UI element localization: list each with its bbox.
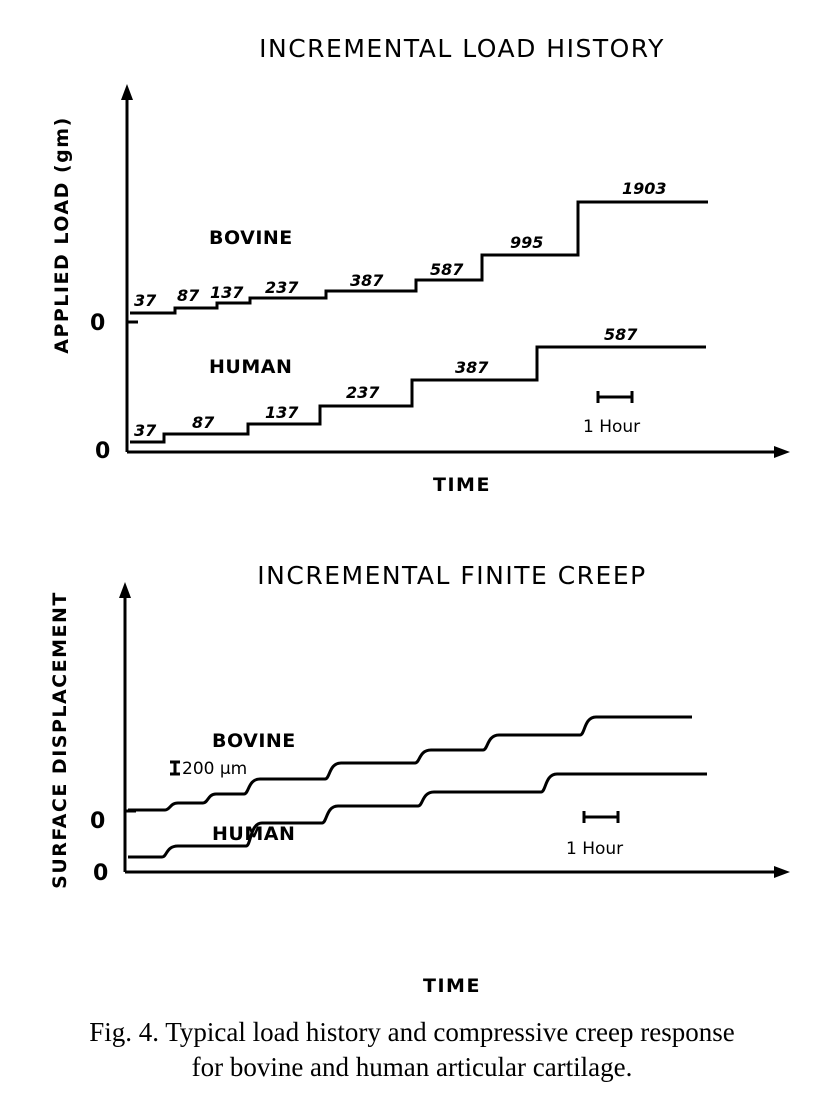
creep-time-scale-label: 1 Hour <box>566 839 623 859</box>
load-time-scale-bar <box>596 391 634 403</box>
load-bovine-step-label: 87 <box>177 286 200 305</box>
load-bovine-step-label: 237 <box>265 278 299 297</box>
load-human-step-label: 587 <box>604 325 638 344</box>
load-human-step-label: 137 <box>265 403 299 422</box>
creep-title: INCREMENTAL FINITE CREEP <box>257 561 646 590</box>
load-human-step-label: 387 <box>455 358 489 377</box>
load-time-scale-label: 1 Hour <box>583 417 640 437</box>
load-bovine-step-label: 1903 <box>622 179 667 198</box>
creep-displacement-scale-label: 200 μm <box>182 759 247 779</box>
load-bovine-step-label: 137 <box>210 283 244 302</box>
load-bovine-label: BOVINE <box>209 227 293 249</box>
load-zero-human: 0 <box>95 439 110 464</box>
load-human-label: HUMAN <box>209 356 292 378</box>
creep-human-label: HUMAN <box>212 823 295 845</box>
load-human-step-label: 237 <box>346 383 380 402</box>
load-bovine-curve <box>130 200 708 315</box>
creep-bovine-curve <box>128 715 692 812</box>
creep-time-scale-bar <box>582 811 620 823</box>
load-x-axis-arrow <box>774 446 790 458</box>
creep-x-axis-arrow <box>774 866 790 878</box>
figure-caption-line1: Fig. 4. Typical load history and compres… <box>89 1017 734 1047</box>
load-bovine-step-label: 387 <box>350 271 384 290</box>
load-human-curve <box>130 345 706 444</box>
load-bovine-step-label: 995 <box>510 233 543 252</box>
load-history-panel: INCREMENTAL LOAD HISTORY 0 0 APPLIED LOA… <box>51 34 790 496</box>
creep-displacement-scale-bar <box>170 760 180 776</box>
creep-y-axis-arrow <box>119 582 131 598</box>
creep-zero-human: 0 <box>93 861 108 886</box>
creep-y-label: SURFACE DISPLACEMENT <box>49 591 71 889</box>
creep-human-curve <box>128 772 707 859</box>
load-bovine-step-label: 587 <box>430 260 464 279</box>
load-bovine-step-label: 37 <box>134 291 157 310</box>
creep-x-label: TIME <box>423 975 481 997</box>
load-y-label: APPLIED LOAD (gm) <box>51 116 73 354</box>
load-x-label: TIME <box>433 474 491 496</box>
load-y-axis-arrow <box>121 84 133 100</box>
load-zero-bovine: 0 <box>90 311 105 336</box>
creep-bovine-label: BOVINE <box>212 730 296 752</box>
load-human-step-label: 37 <box>134 421 157 440</box>
load-human-step-label: 87 <box>192 413 215 432</box>
creep-panel: INCREMENTAL FINITE CREEP 0 0 SURFACE DIS… <box>49 561 790 997</box>
load-history-title: INCREMENTAL LOAD HISTORY <box>259 34 665 63</box>
creep-zero-bovine: 0 <box>90 809 105 834</box>
figure-caption-line2: for bovine and human articular cartilage… <box>192 1052 633 1082</box>
